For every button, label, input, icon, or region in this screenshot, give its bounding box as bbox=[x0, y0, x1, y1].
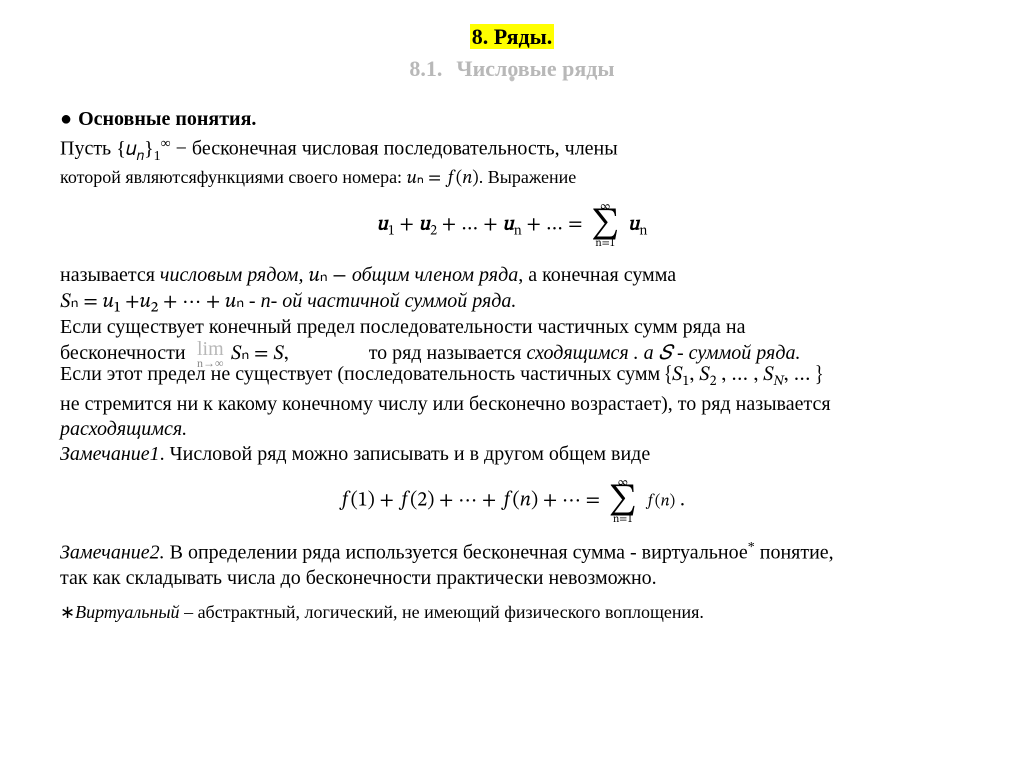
chapter-title: 8. Ряды. bbox=[60, 24, 964, 50]
section-title: 8.1.Числовые ряды • bbox=[60, 56, 964, 82]
subheading: ●Основные понятия. bbox=[60, 108, 964, 131]
paragraph-3: Если существует конечный предел последов… bbox=[60, 315, 964, 369]
remark-1: Замечание1. Числовой ряд можно записыват… bbox=[60, 442, 964, 467]
equation-series-sum: u1 + u2 + … + un + … = ∞ ∑ n=1 un bbox=[60, 201, 964, 249]
paragraph-2: называется числовым рядом, 𝑢ₙ − общим чл… bbox=[60, 263, 964, 315]
paragraph-1: Пусть {𝑢𝑛}1∞ − бесконечная числовая посл… bbox=[60, 135, 964, 191]
remark-2: Замечание2. В определении ряда используе… bbox=[60, 539, 964, 591]
footnote: ∗Виртуальный – абстрактный, логический, … bbox=[60, 601, 964, 624]
equation-series-f: 𝑓(1) + 𝑓(2) + ⋯ + 𝑓(𝑛) + ⋯ = ∞ ∑ n=1 𝑓(𝑛… bbox=[60, 477, 964, 525]
paragraph-4: Если этот предел не существует (последов… bbox=[60, 362, 964, 442]
